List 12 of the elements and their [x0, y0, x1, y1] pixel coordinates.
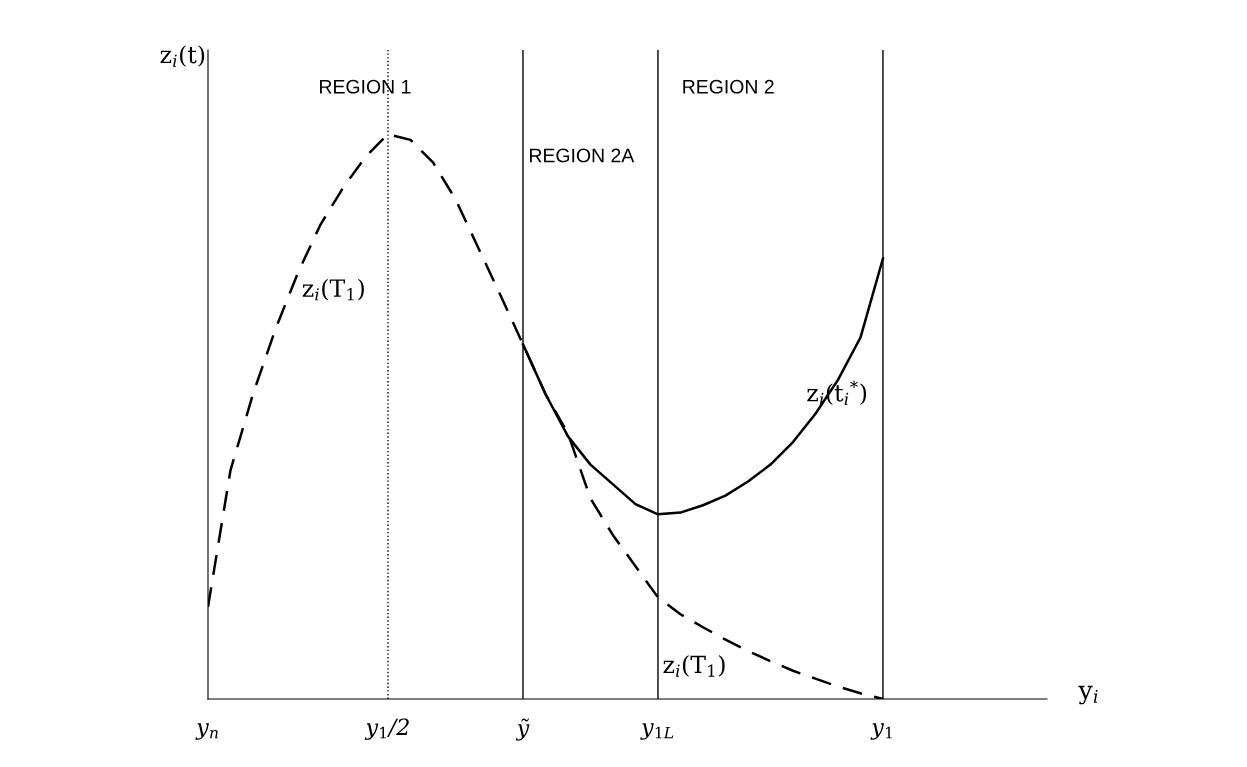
- x-tick-label: y$_{1}$: [870, 723, 892, 740]
- annotation: REGION 2A: [530, 148, 635, 163]
- x-tick-label: y$_{1L}$: [640, 723, 674, 740]
- x-tick-label: y$_{n}$: [195, 723, 218, 740]
- y-axis-title: z$_{i}$(t): [160, 45, 205, 67]
- text: REGION 1: [320, 79, 411, 94]
- x-tick-label: y$_{1}$/2: [364, 718, 409, 740]
- annotation: z$_{i}$(T$_{1}$): [302, 278, 364, 301]
- text: y$_{i}$: [1078, 685, 1098, 705]
- text: REGION 2: [683, 79, 774, 94]
- x-tick-label: ỹ: [515, 718, 530, 741]
- annotation: z$_{i}$(T$_{1}$): [663, 655, 725, 677]
